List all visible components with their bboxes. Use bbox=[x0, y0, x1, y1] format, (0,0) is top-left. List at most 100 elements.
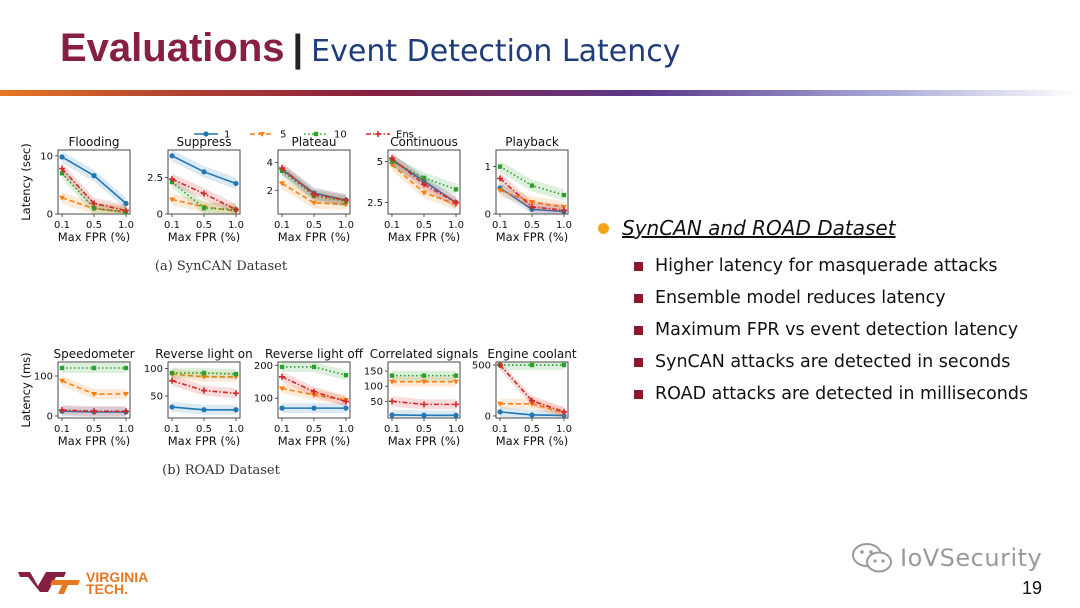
legend-label: Ens bbox=[396, 130, 414, 141]
bullet-item-text: Maximum FPR vs event detection latency bbox=[655, 320, 1019, 340]
series-point-10 bbox=[561, 192, 567, 198]
y-tick-label: 10 bbox=[40, 151, 53, 162]
bullet-item: SynCAN attacks are detected in seconds bbox=[634, 346, 1068, 378]
series-point-5 bbox=[123, 392, 129, 397]
watermark: IoVSecurity bbox=[850, 541, 1042, 575]
y-tick-label: 100 bbox=[254, 394, 273, 405]
legend-marker-1 bbox=[203, 131, 209, 137]
x-tick-label: 0.1 bbox=[54, 220, 70, 231]
legend-marker-5 bbox=[259, 132, 265, 137]
y-tick-label: 100 bbox=[364, 382, 383, 393]
series-point-5 bbox=[497, 188, 503, 194]
panel-frame bbox=[387, 361, 461, 419]
series-point-10 bbox=[421, 373, 427, 378]
x-tick-label: 1.0 bbox=[556, 424, 572, 435]
x-tick-label: 0.1 bbox=[274, 220, 290, 231]
x-tick-label: 0.5 bbox=[524, 220, 540, 231]
series-point-10 bbox=[389, 373, 395, 378]
series-point-10 bbox=[279, 364, 285, 370]
title-main: Evaluations bbox=[60, 26, 285, 70]
square-bullet-icon bbox=[634, 325, 643, 335]
x-tick-label: 1.0 bbox=[118, 424, 134, 435]
series-point-Ens bbox=[311, 191, 317, 198]
series-point-10 bbox=[311, 364, 317, 370]
x-axis-label: Max FPR (%) bbox=[58, 230, 131, 244]
legend-marker-10 bbox=[313, 131, 319, 137]
series-point-10 bbox=[453, 187, 459, 192]
x-tick-label: 0.5 bbox=[196, 220, 212, 231]
title-separator: | bbox=[292, 28, 304, 70]
series-point-Ens bbox=[497, 175, 503, 182]
series-point-5 bbox=[311, 392, 317, 398]
x-tick-label: 1.0 bbox=[448, 424, 464, 435]
page-number: 19 bbox=[1022, 578, 1043, 598]
y-tick-label: 0 bbox=[485, 411, 491, 422]
panel-title: Suppress bbox=[176, 135, 231, 149]
figure-caption: (b) ROAD Dataset bbox=[162, 463, 280, 478]
x-tick-label: 0.1 bbox=[164, 424, 180, 435]
panel-title: Speedometer bbox=[53, 347, 134, 361]
bullet-heading: SynCAN and ROAD Dataset bbox=[598, 216, 1068, 240]
bullet-item: Ensemble model reduces latency bbox=[634, 282, 1068, 314]
x-axis-label: Max FPR (%) bbox=[168, 434, 241, 448]
watermark-text: IoVSecurity bbox=[900, 544, 1043, 572]
square-bullet-icon bbox=[634, 293, 643, 303]
y-tick-label: 50 bbox=[370, 397, 383, 408]
series-point-10 bbox=[497, 164, 503, 169]
title-gradient-rule bbox=[0, 90, 1080, 96]
series-band-5 bbox=[392, 159, 456, 210]
series-band-5 bbox=[282, 177, 346, 211]
series-point-1 bbox=[389, 412, 395, 418]
series-point-5 bbox=[389, 379, 395, 385]
bullet-item: Maximum FPR vs event detection latency bbox=[634, 314, 1068, 346]
series-point-5 bbox=[529, 401, 535, 407]
x-tick-label: 1.0 bbox=[228, 424, 244, 435]
series-point-Ens bbox=[279, 373, 285, 380]
panel-title: Reverse light off bbox=[265, 347, 364, 361]
x-tick-label: 0.5 bbox=[86, 220, 102, 231]
series-band-10 bbox=[172, 176, 236, 214]
x-tick-label: 0.5 bbox=[524, 424, 540, 435]
series-band-Ens bbox=[500, 362, 564, 417]
series-band-1 bbox=[500, 182, 564, 214]
square-bullet-icon bbox=[634, 261, 643, 271]
series-point-Ens bbox=[59, 407, 65, 413]
series-point-Ens bbox=[311, 388, 317, 395]
x-tick-label: 1.0 bbox=[118, 220, 134, 231]
series-point-Ens bbox=[389, 155, 395, 162]
series-point-10 bbox=[343, 372, 349, 378]
x-axis-label: Max FPR (%) bbox=[388, 230, 461, 244]
legend-label: 1 bbox=[224, 130, 230, 141]
orange-bullet-dot-icon bbox=[598, 222, 609, 234]
series-point-Ens bbox=[279, 165, 285, 172]
series-point-5 bbox=[91, 392, 97, 397]
series-point-5 bbox=[497, 401, 503, 407]
y-tick-label: 5 bbox=[377, 157, 383, 168]
series-point-1 bbox=[201, 407, 207, 413]
y-tick-label: 500 bbox=[472, 361, 491, 372]
series-point-Ens bbox=[529, 397, 535, 404]
logo-line1: VIRGINIA bbox=[86, 569, 148, 585]
wechat-icon bbox=[852, 543, 892, 573]
x-tick-label: 0.5 bbox=[196, 424, 212, 435]
x-tick-label: 1.0 bbox=[556, 220, 572, 231]
x-tick-label: 0.1 bbox=[384, 220, 400, 231]
x-tick-label: 0.5 bbox=[86, 424, 102, 435]
y-tick-label: 2 bbox=[267, 186, 273, 197]
bullet-item: ROAD attacks are detected in millisecond… bbox=[634, 378, 1068, 410]
bullet-item: Higher latency for masquerade attacks bbox=[634, 250, 1068, 282]
series-point-1 bbox=[169, 153, 175, 159]
y-tick-label: 0 bbox=[157, 210, 163, 221]
y-tick-label: 150 bbox=[364, 367, 383, 378]
y-tick-label: 50 bbox=[150, 392, 163, 403]
series-line-10 bbox=[61, 172, 127, 214]
panel-title: Engine coolant bbox=[487, 347, 577, 361]
series-point-5 bbox=[453, 379, 459, 385]
series-point-Ens bbox=[497, 362, 503, 369]
x-tick-label: 0.1 bbox=[164, 220, 180, 231]
series-point-5 bbox=[421, 379, 427, 385]
series-point-10 bbox=[201, 370, 207, 376]
y-tick-label: 200 bbox=[254, 361, 273, 372]
x-tick-label: 0.5 bbox=[306, 220, 322, 231]
series-line-Ens bbox=[499, 364, 565, 413]
